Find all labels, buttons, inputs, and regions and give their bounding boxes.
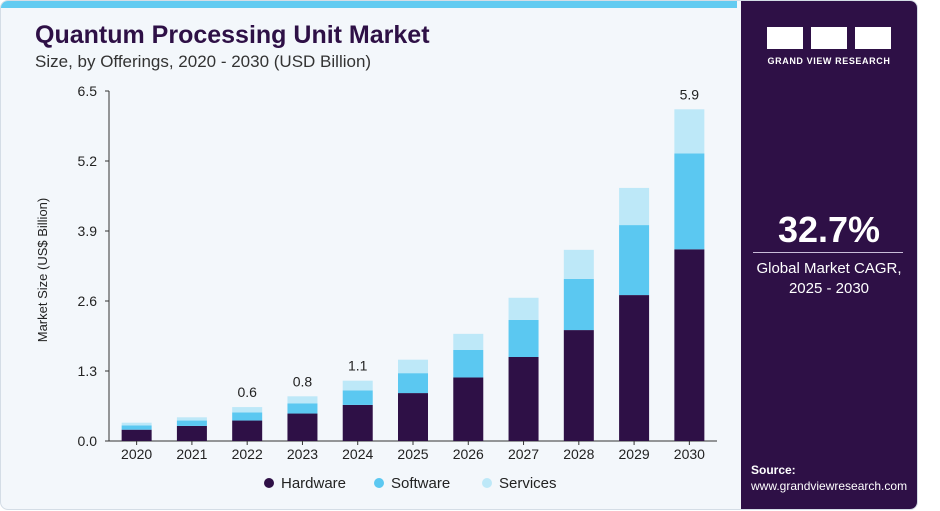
data-label-2023: 0.8 xyxy=(293,373,313,389)
bar-services-2022 xyxy=(232,407,263,413)
bar-services-2025 xyxy=(398,359,428,374)
bar-software-2020 xyxy=(121,425,152,430)
y-tick-label: 1.3 xyxy=(78,363,98,379)
cagr-label-line2: 2025 - 2030 xyxy=(788,280,870,297)
legend-swatch-software xyxy=(374,478,384,488)
y-tick-label: 5.2 xyxy=(78,153,98,169)
bar-services-2024 xyxy=(342,380,373,391)
side-panel: GRAND VIEW RESEARCH 32.7% Global Market … xyxy=(741,1,917,509)
logo-block-r xyxy=(855,27,891,49)
bar-software-2024 xyxy=(342,390,373,405)
top-accent-bar xyxy=(1,1,737,8)
grand-view-research-logo xyxy=(767,27,891,49)
x-tick-label: 2021 xyxy=(176,446,207,462)
legend-label-software: Software xyxy=(391,475,450,492)
chart-subtitle: Size, by Offerings, 2020 - 2030 (USD Bil… xyxy=(35,52,372,71)
legend-swatch-hardware xyxy=(264,478,274,488)
bar-software-2025 xyxy=(398,373,428,394)
legend-label-services: Services xyxy=(499,475,557,492)
y-tick-label: 0.0 xyxy=(78,433,98,449)
bar-software-2030 xyxy=(674,153,705,250)
bar-services-2029 xyxy=(619,187,650,226)
bar-hardware-2028 xyxy=(563,330,594,441)
source-label: Source: xyxy=(751,463,796,477)
bar-hardware-2021 xyxy=(176,425,207,441)
chart-card: Quantum Processing Unit Market Size, by … xyxy=(0,0,918,510)
cagr-label: Global Market CAGR, 2025 - 2030 xyxy=(741,259,917,299)
bar-hardware-2024 xyxy=(342,404,373,441)
cagr-label-line1: Global Market CAGR, xyxy=(756,260,902,277)
x-tick-label: 2028 xyxy=(563,446,594,462)
x-tick-label: 2020 xyxy=(121,446,152,462)
bar-hardware-2022 xyxy=(232,420,263,441)
cagr-divider xyxy=(753,252,903,253)
bar-services-2028 xyxy=(563,249,594,279)
logo-block-v xyxy=(811,27,847,49)
bar-software-2027 xyxy=(508,319,539,357)
bar-hardware-2027 xyxy=(508,357,539,441)
x-tick-label: 2026 xyxy=(453,446,484,462)
bar-services-2030 xyxy=(674,109,705,154)
x-tick-label: 2027 xyxy=(508,446,539,462)
x-tick-label: 2024 xyxy=(342,446,373,462)
x-tick-label: 2022 xyxy=(232,446,263,462)
bar-software-2028 xyxy=(563,278,594,331)
bar-hardware-2023 xyxy=(287,413,318,441)
cagr-value: 32.7% xyxy=(777,209,881,250)
bar-hardware-2020 xyxy=(121,429,152,441)
bar-hardware-2025 xyxy=(398,393,428,441)
x-tick-label: 2030 xyxy=(674,446,705,462)
source-url[interactable]: www.grandviewresearch.com xyxy=(751,479,908,493)
bar-software-2022 xyxy=(232,412,263,421)
bar-services-2026 xyxy=(453,333,484,350)
bar-hardware-2029 xyxy=(619,295,650,441)
legend-label-hardware: Hardware xyxy=(281,475,346,492)
bar-hardware-2030 xyxy=(674,249,705,441)
y-tick-label: 3.9 xyxy=(78,223,98,239)
bar-software-2026 xyxy=(453,350,484,378)
bar-services-2020 xyxy=(121,422,152,426)
y-axis-title: Market Size (US$ Billion) xyxy=(35,198,50,343)
legend-swatch-services xyxy=(482,478,492,488)
data-label-2030: 5.9 xyxy=(680,86,700,102)
data-label-2024: 1.1 xyxy=(348,358,368,374)
bar-services-2023 xyxy=(287,396,318,404)
x-tick-label: 2023 xyxy=(287,446,318,462)
chart-title: Quantum Processing Unit Market xyxy=(35,21,430,49)
bar-software-2023 xyxy=(287,403,318,414)
bar-hardware-2026 xyxy=(453,377,484,441)
stacked-bar-chart: 0.0 1.3 2.6 3.9 5.2 6.5 Market Size (US$ Billi… xyxy=(35,83,717,492)
y-tick-label: 6.5 xyxy=(78,83,98,99)
bar-services-2021 xyxy=(176,417,207,421)
brand-name: GRAND VIEW RESEARCH xyxy=(767,56,891,66)
x-tick-label: 2025 xyxy=(397,446,428,462)
y-tick-label: 2.6 xyxy=(78,293,98,309)
x-tick-label: 2029 xyxy=(619,446,650,462)
bar-services-2027 xyxy=(508,297,539,320)
bar-software-2029 xyxy=(619,225,650,296)
bar-software-2021 xyxy=(176,420,207,426)
data-label-2022: 0.6 xyxy=(237,384,257,400)
logo-block-g xyxy=(767,27,803,49)
